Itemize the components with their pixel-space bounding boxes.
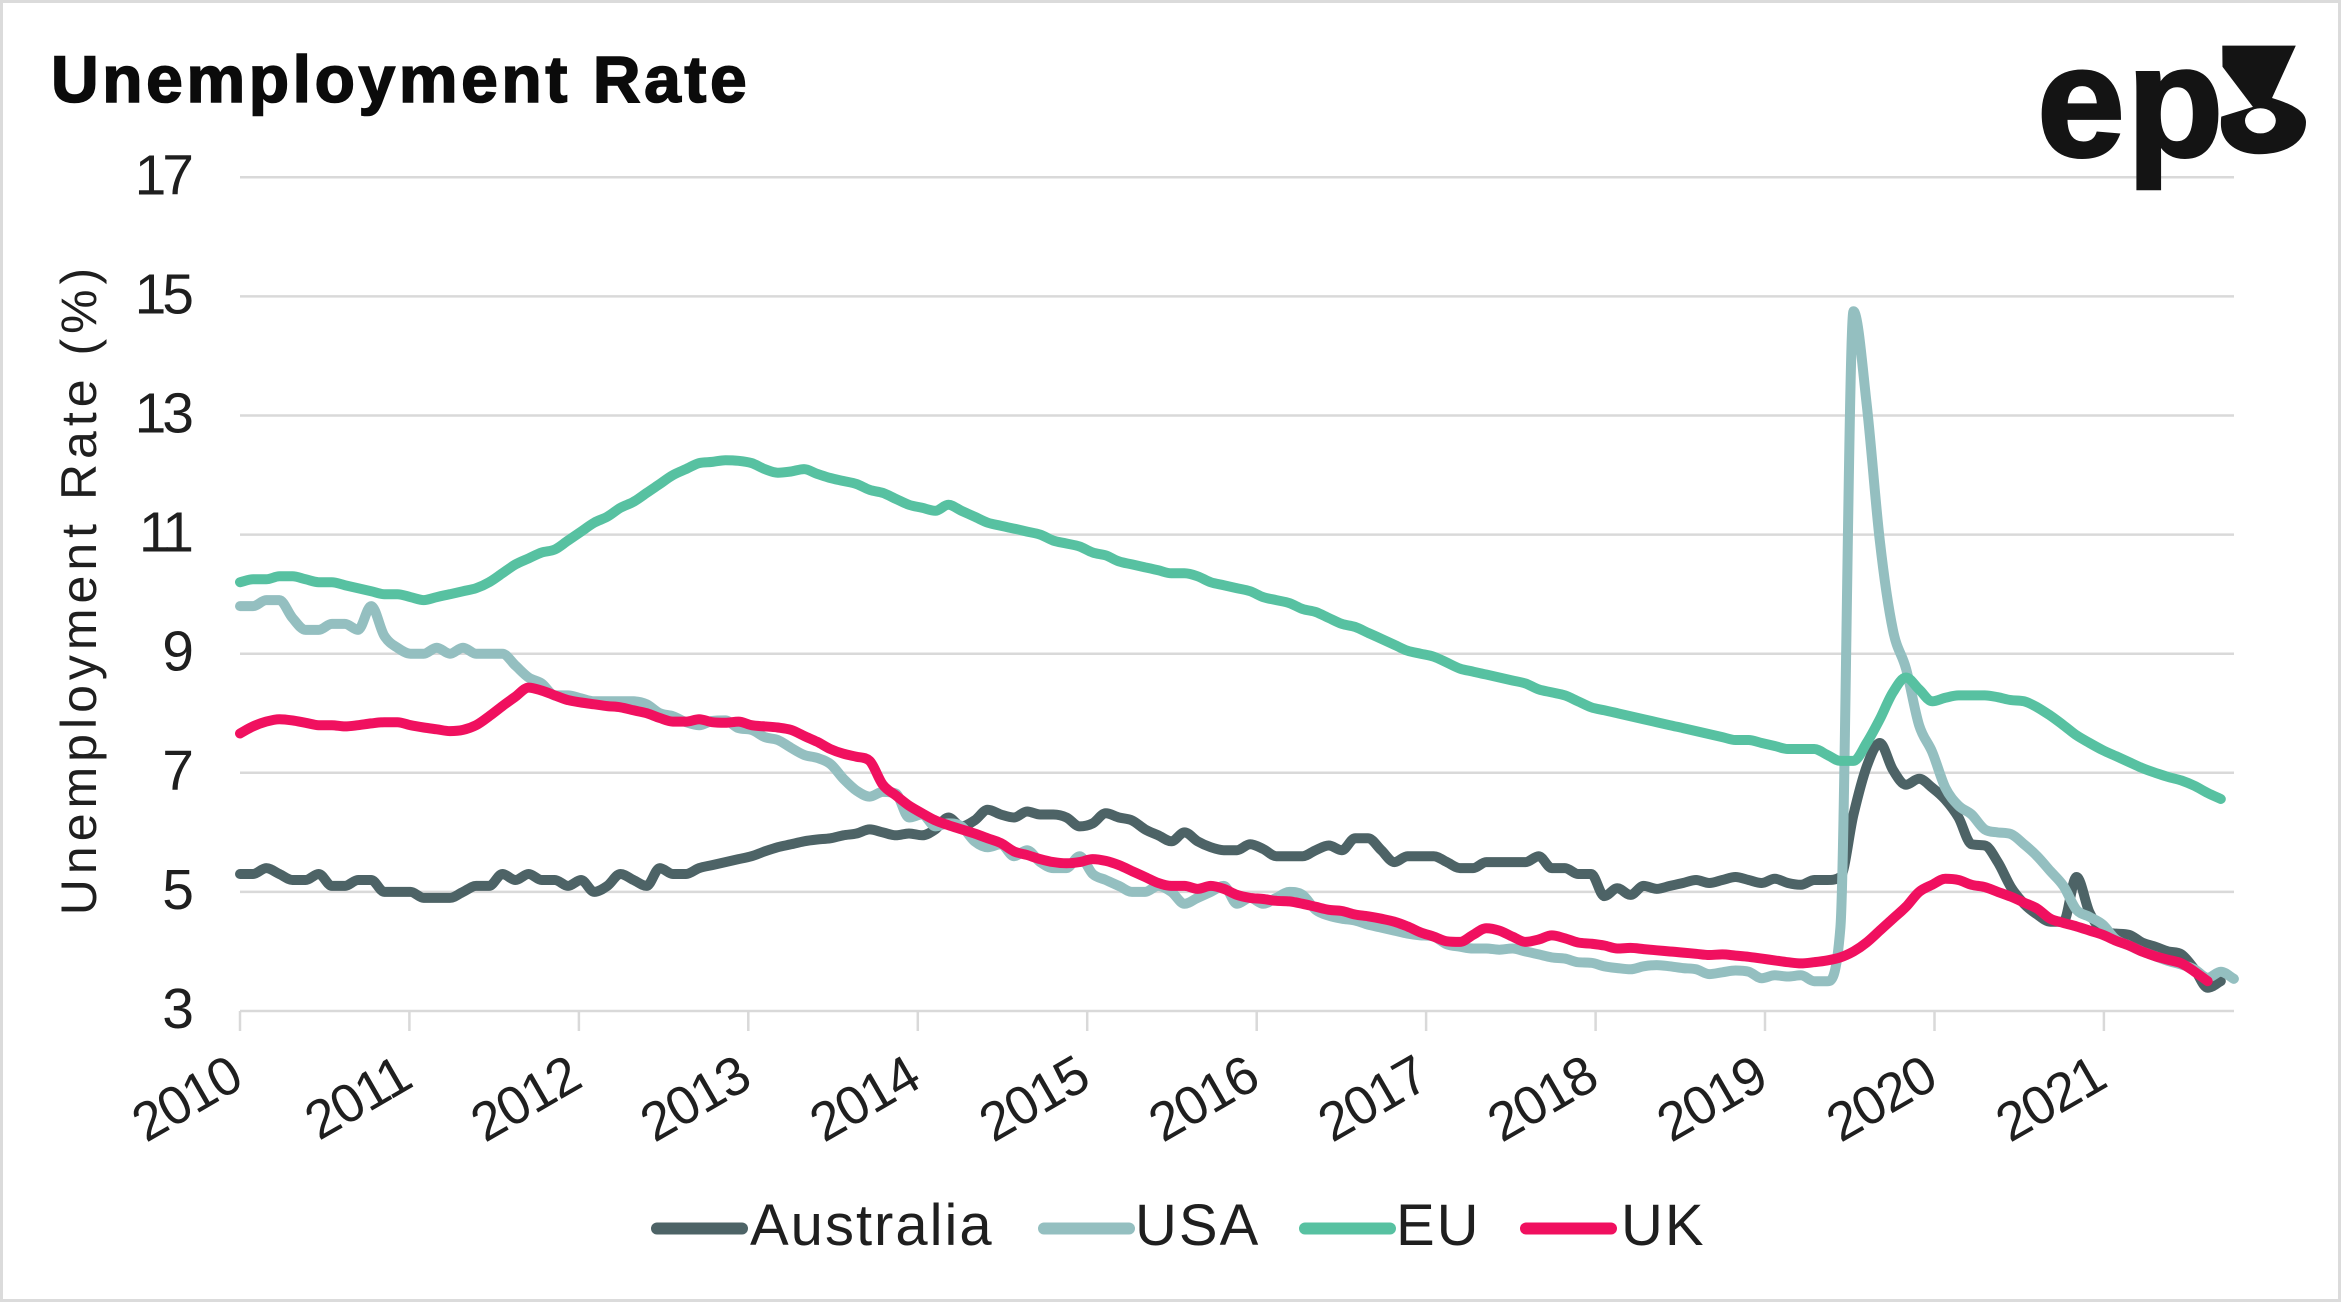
svg-text:ep: ep — [2037, 14, 2225, 190]
svg-text:Unemployment Rate (%): Unemployment Rate (%) — [51, 263, 107, 915]
svg-text:USA: USA — [1135, 1193, 1260, 1258]
svg-text:3: 3 — [162, 977, 192, 1041]
svg-text:Unemployment Rate: Unemployment Rate — [51, 42, 750, 116]
svg-text:9: 9 — [162, 620, 191, 684]
svg-text:EU: EU — [1396, 1193, 1481, 1258]
svg-text:15: 15 — [135, 262, 193, 326]
svg-text:5: 5 — [162, 858, 192, 922]
svg-text:Australia: Australia — [750, 1193, 994, 1258]
svg-text:11: 11 — [139, 501, 191, 565]
svg-text:UK: UK — [1621, 1193, 1706, 1258]
svg-text:13: 13 — [135, 382, 193, 446]
svg-text:17: 17 — [135, 143, 192, 207]
svg-text:7: 7 — [162, 739, 191, 803]
